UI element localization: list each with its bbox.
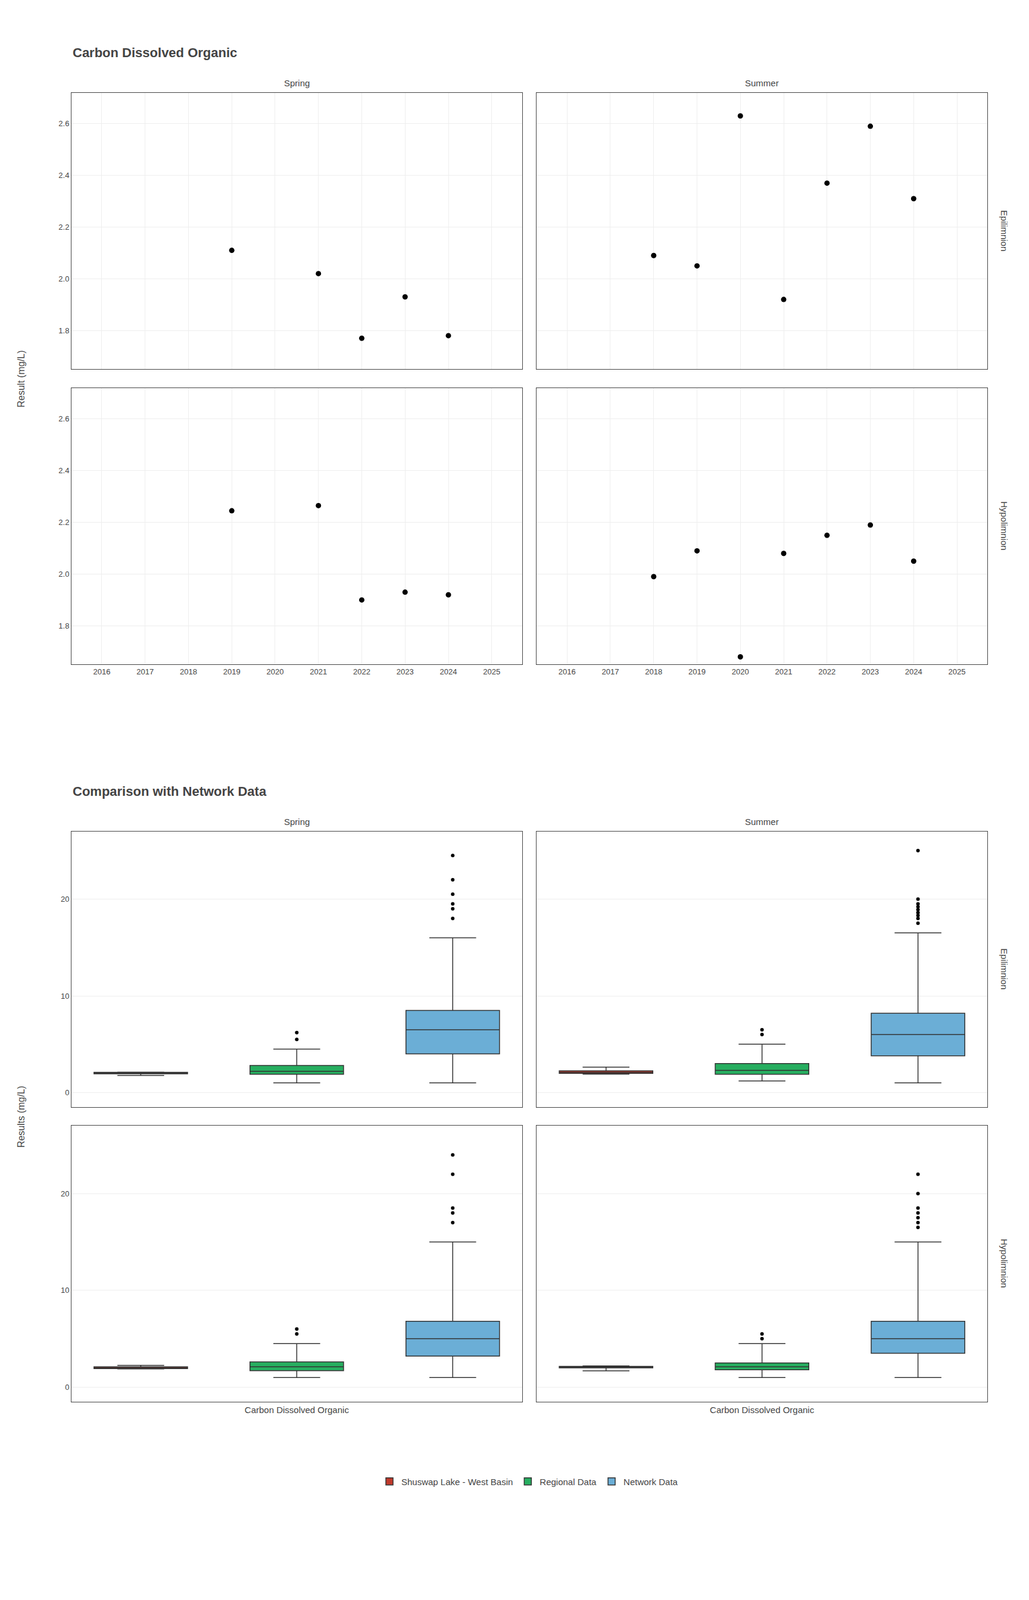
svg-text:2020: 2020	[266, 667, 285, 677]
svg-text:Carbon Dissolved Organic: Carbon Dissolved Organic	[72, 45, 238, 61]
svg-text:Hypolimnion: Hypolimnion	[999, 501, 1010, 551]
svg-text:Carbon Dissolved Organic: Carbon Dissolved Organic	[244, 1405, 350, 1416]
svg-text:2025: 2025	[482, 667, 501, 677]
svg-text:2018: 2018	[644, 667, 663, 677]
svg-text:2018: 2018	[179, 667, 198, 677]
svg-text:2023: 2023	[396, 667, 414, 677]
svg-text:10: 10	[60, 1286, 70, 1296]
svg-text:2023: 2023	[861, 667, 879, 677]
svg-text:Comparison with Network Data: Comparison with Network Data	[72, 784, 267, 800]
svg-text:2021: 2021	[309, 667, 327, 677]
svg-text:2021: 2021	[775, 667, 793, 677]
svg-text:1.8: 1.8	[58, 621, 70, 631]
svg-text:2.0: 2.0	[58, 569, 70, 579]
svg-text:1.8: 1.8	[58, 326, 70, 336]
svg-text:2.6: 2.6	[58, 119, 70, 129]
svg-text:2.2: 2.2	[58, 222, 70, 232]
svg-text:Regional Data: Regional Data	[539, 1477, 597, 1488]
svg-text:Result (mg/L): Result (mg/L)	[16, 350, 27, 408]
svg-text:2024: 2024	[905, 667, 923, 677]
svg-text:Results (mg/L): Results (mg/L)	[16, 1086, 27, 1149]
svg-text:Network Data: Network Data	[623, 1477, 679, 1488]
svg-text:2019: 2019	[688, 667, 706, 677]
svg-text:2024: 2024	[440, 667, 458, 677]
svg-text:20: 20	[60, 895, 70, 904]
svg-text:Epilimnion: Epilimnion	[999, 210, 1010, 252]
svg-text:20: 20	[60, 1189, 70, 1199]
svg-text:Hypolimnion: Hypolimnion	[999, 1239, 1010, 1289]
svg-text:Summer: Summer	[744, 78, 779, 89]
svg-text:0: 0	[64, 1383, 70, 1393]
svg-text:2016: 2016	[558, 667, 576, 677]
svg-text:2020: 2020	[731, 667, 750, 677]
svg-text:2017: 2017	[136, 667, 154, 677]
svg-text:2019: 2019	[223, 667, 241, 677]
svg-text:2017: 2017	[602, 667, 620, 677]
svg-text:Summer: Summer	[744, 817, 779, 828]
svg-text:10: 10	[60, 992, 70, 1002]
svg-text:2.0: 2.0	[58, 274, 70, 284]
svg-text:2.6: 2.6	[58, 414, 70, 424]
svg-text:2.4: 2.4	[58, 466, 70, 476]
svg-text:2.2: 2.2	[58, 518, 70, 528]
svg-text:2022: 2022	[818, 667, 836, 677]
svg-text:Shuswap Lake - West Basin: Shuswap Lake - West Basin	[401, 1477, 513, 1488]
svg-text:2022: 2022	[353, 667, 371, 677]
svg-text:2016: 2016	[92, 667, 111, 677]
svg-text:Epilimnion: Epilimnion	[999, 948, 1010, 990]
svg-text:Spring: Spring	[284, 78, 310, 89]
svg-text:Carbon Dissolved Organic: Carbon Dissolved Organic	[709, 1405, 815, 1416]
svg-text:2.4: 2.4	[58, 170, 70, 180]
svg-text:Spring: Spring	[284, 817, 310, 828]
svg-text:2025: 2025	[948, 667, 966, 677]
svg-text:0: 0	[64, 1088, 70, 1098]
